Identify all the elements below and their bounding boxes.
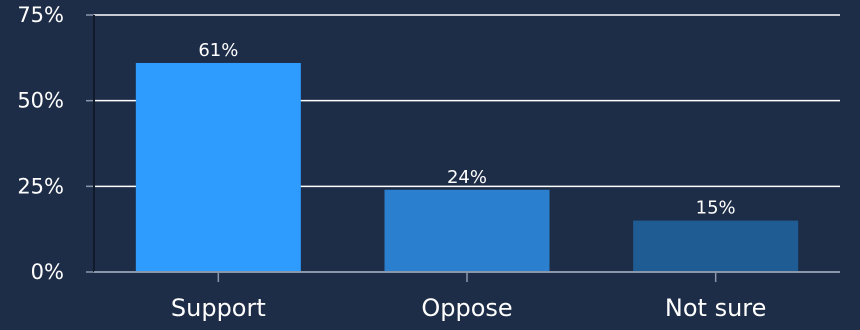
y-tick-label: 75% [17, 3, 64, 27]
data-label: 15% [696, 198, 736, 219]
category-label: Oppose [421, 294, 512, 322]
bar [633, 220, 799, 272]
data-label: 61% [198, 40, 238, 61]
y-tick-label: 0% [31, 260, 64, 284]
bar [135, 62, 301, 273]
labels: 0% 25% 50% 75% 61% Support 24% Oppose 15% Not sur… [17, 3, 766, 322]
y-tick-label: 50% [17, 89, 64, 113]
category-label: Not sure [665, 294, 767, 322]
bars [135, 62, 799, 273]
y-tick-label: 25% [17, 174, 64, 198]
category-label: Support [171, 294, 266, 322]
bar [384, 189, 550, 272]
data-label: 24% [447, 167, 487, 188]
axes [86, 14, 840, 282]
